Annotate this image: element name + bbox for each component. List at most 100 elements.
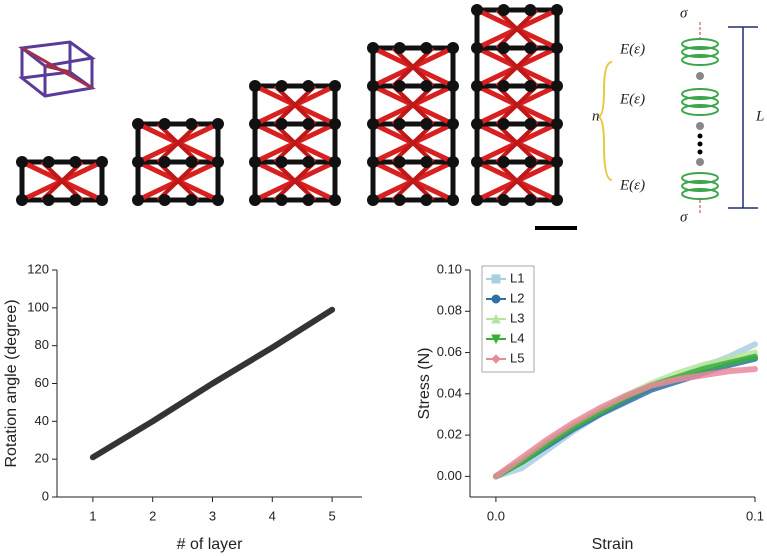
lattice-node xyxy=(551,4,563,16)
lattice-node xyxy=(329,80,341,92)
y-tick-label: 80 xyxy=(35,337,49,352)
lattice-node xyxy=(393,118,406,130)
legend-label: L5 xyxy=(510,350,524,365)
length-label: L xyxy=(755,108,764,124)
lattice-node xyxy=(158,118,171,130)
y-tick-label: 0.04 xyxy=(437,385,462,400)
lattice-node xyxy=(275,156,288,168)
legend-label: L3 xyxy=(510,310,524,325)
lattice-node xyxy=(212,194,224,206)
lattice-strut xyxy=(273,122,317,164)
y-tick-label: 0.02 xyxy=(437,427,462,442)
y-tick-label: 0.06 xyxy=(437,344,462,359)
y-tick-label: 20 xyxy=(35,451,49,466)
lattice-node xyxy=(471,118,483,130)
lattice-node xyxy=(551,42,563,54)
lattice-node xyxy=(249,156,261,168)
lattice-layer xyxy=(19,159,105,203)
lattice-node xyxy=(497,4,510,16)
lattice-node xyxy=(420,80,433,92)
lattice-node xyxy=(275,194,288,206)
lattice-node xyxy=(96,194,108,206)
lattice-node xyxy=(471,80,483,92)
lattice-node xyxy=(212,118,224,130)
lattice-node xyxy=(367,42,379,54)
lattice-node xyxy=(329,118,341,130)
lattice-node xyxy=(393,42,406,54)
lattice-node xyxy=(497,42,510,54)
lattice-node xyxy=(524,80,537,92)
lattice-node xyxy=(275,118,288,130)
lattice-node xyxy=(367,80,379,92)
lattice-node xyxy=(524,118,537,130)
lattice-node xyxy=(42,194,55,206)
lattice-node xyxy=(524,194,537,206)
x-tick-label: 0.0 xyxy=(487,508,505,523)
lattice-node xyxy=(132,118,144,130)
x-axis-label: # of layer xyxy=(177,536,243,553)
lattice-node xyxy=(420,118,433,130)
lattice-strut xyxy=(391,46,435,88)
x-tick-label: 2 xyxy=(149,508,156,523)
legend-marker xyxy=(491,354,501,364)
sigma-label: σ xyxy=(680,209,688,225)
lattice-node xyxy=(497,80,510,92)
y-tick-label: 0.10 xyxy=(437,261,462,276)
lattice-node xyxy=(497,156,510,168)
y-tick-label: 0.00 xyxy=(437,468,462,483)
lattice-node xyxy=(69,156,82,168)
lattice-strut xyxy=(273,160,317,202)
lattice-node xyxy=(249,194,261,206)
lattice-node xyxy=(16,156,28,168)
lattice-node xyxy=(132,194,144,206)
lattice-strut xyxy=(495,122,539,164)
legend: L1 L2 L3 L4 L5 xyxy=(481,265,535,373)
unit-cell-icon xyxy=(18,40,96,98)
lattice-node xyxy=(497,118,510,130)
legend-label: L1 xyxy=(510,270,524,285)
lattice-node xyxy=(551,118,563,130)
lattice-node xyxy=(471,4,483,16)
y-tick-label: 40 xyxy=(35,413,49,428)
lattice-node xyxy=(497,194,510,206)
y-tick-label: 100 xyxy=(27,299,49,314)
lattice-node xyxy=(69,194,82,206)
lattice-node xyxy=(185,194,198,206)
lattice-node xyxy=(367,194,379,206)
lattice-node xyxy=(420,194,433,206)
modulus-label: E(ε) xyxy=(619,41,645,57)
lattice-node xyxy=(302,118,315,130)
lattice-strut xyxy=(495,46,539,88)
legend-label: L4 xyxy=(510,330,524,345)
lattice-strut xyxy=(495,8,539,50)
legend-marker xyxy=(491,294,501,304)
lattice-node xyxy=(275,80,288,92)
lattice-node xyxy=(551,194,563,206)
lattice-node xyxy=(212,156,224,168)
lattice-node xyxy=(132,156,144,168)
legend-label: L2 xyxy=(510,290,524,305)
lattice-node xyxy=(185,156,198,168)
lattice-node xyxy=(393,194,406,206)
lattice-node xyxy=(524,4,537,16)
modulus-label: E(ε) xyxy=(619,91,645,107)
lattice-node xyxy=(447,118,459,130)
x-tick-label: 0.1 xyxy=(746,508,764,523)
sigma-label: σ xyxy=(680,5,688,21)
lattice-node xyxy=(42,156,55,168)
y-tick-label: 60 xyxy=(35,375,49,390)
lattice-layer xyxy=(474,7,560,51)
x-tick-label: 4 xyxy=(269,508,276,523)
lattice-photos xyxy=(16,4,577,230)
y-axis-label: Stress (N) xyxy=(416,348,433,420)
x-axis-label: Strain xyxy=(592,536,634,553)
y-tick-label: 120 xyxy=(27,261,49,276)
springs xyxy=(681,38,719,200)
legend-marker xyxy=(491,274,501,284)
lattice-layer xyxy=(135,121,221,165)
y-tick-label: 0.08 xyxy=(437,303,462,318)
lattice-node xyxy=(302,156,315,168)
lattice-node xyxy=(471,156,483,168)
lattice-strut xyxy=(391,160,435,202)
legend-marker xyxy=(491,334,501,345)
